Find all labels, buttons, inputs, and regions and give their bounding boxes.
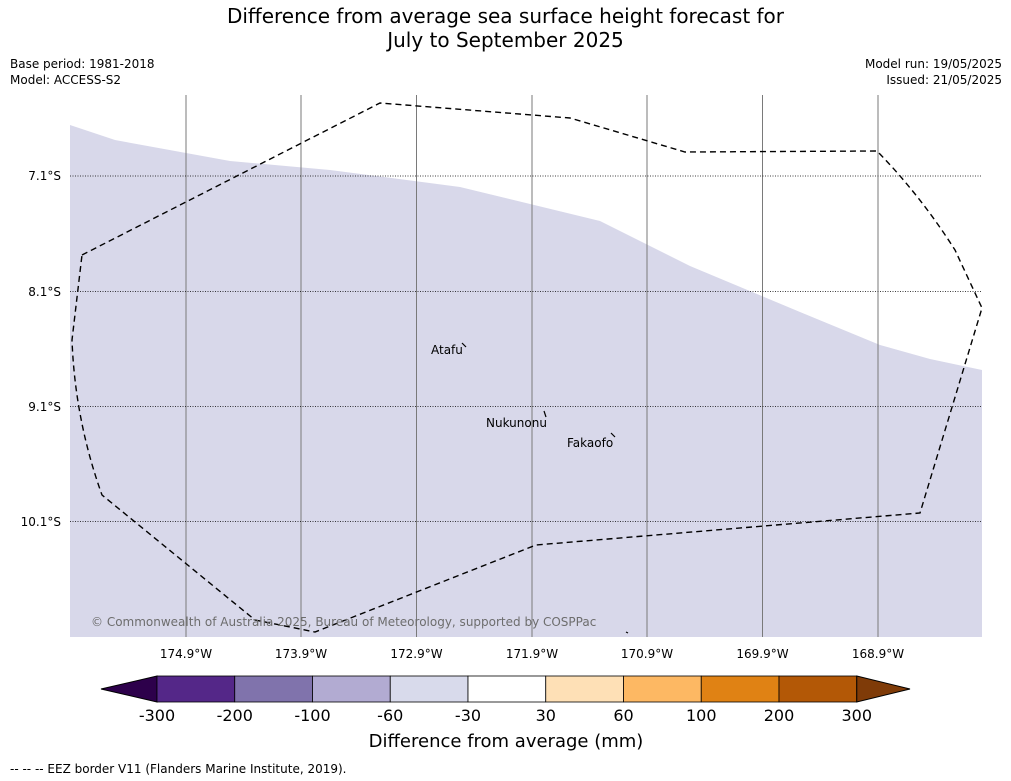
colorbar-tick: 300 (841, 706, 872, 725)
title-line-2: July to September 2025 (387, 28, 624, 52)
colorbar-segment (156, 675, 236, 703)
place-label-nukunonu: Nukunonu (486, 416, 547, 430)
colorbar-title: Difference from average (mm) (369, 731, 644, 752)
colorbar-segment (234, 675, 313, 703)
island-shape (610, 432, 616, 438)
model-name: Model: ACCESS-S2 (10, 73, 122, 87)
lon-label: 170.9°W (621, 647, 673, 661)
lon-label: 169.9°W (736, 647, 788, 661)
colorbar-tick: -30 (455, 706, 481, 725)
chart-title: Difference from average sea surface heig… (0, 4, 1011, 52)
lon-label: 171.9°W (506, 647, 558, 661)
title-line-1: Difference from average sea surface heig… (226, 4, 785, 28)
colorbar-tick: -200 (217, 706, 253, 725)
colorbar-segment (700, 675, 780, 703)
colorbar-extend-right (856, 675, 911, 703)
colorbar-tick: 200 (764, 706, 795, 725)
colorbar-tick: 60 (613, 706, 633, 725)
issued-date: Issued: 21/05/2025 (886, 73, 1002, 87)
eez-border (71, 102, 983, 633)
lon-label: 172.9°W (390, 647, 442, 661)
colorbar-segment (778, 675, 858, 703)
colorbar-segment (623, 675, 702, 703)
colorbar-segment (467, 675, 547, 703)
copyright-notice: © Commonwealth of Australia 2025, Bureau… (91, 615, 596, 629)
colorbar-tick: 30 (536, 706, 556, 725)
meta-right: Model run: 19/05/2025 Issued: 21/05/2025 (865, 56, 1002, 88)
lat-label: 8.1°S (28, 285, 61, 299)
colorbar-segment (545, 675, 624, 703)
island-shape (543, 410, 547, 418)
colorbar-segment (312, 675, 391, 703)
eez-footnote: -- -- -- EEZ border V11 (Flanders Marine… (10, 762, 347, 776)
lon-label: 174.9°W (160, 647, 212, 661)
base-period: Base period: 1981-2018 (10, 57, 155, 71)
lat-label: 9.1°S (28, 400, 61, 414)
colorbar-tick: -100 (294, 706, 330, 725)
lat-label: 7.1°S (28, 169, 61, 183)
islands (461, 342, 629, 634)
lat-label: 10.1°S (21, 515, 61, 529)
colorbar-tick: 100 (686, 706, 717, 725)
model-run: Model run: 19/05/2025 (864, 57, 1002, 71)
colorbar-extend-left (100, 675, 158, 703)
lon-label: 173.9°W (275, 647, 327, 661)
island-shape (461, 342, 467, 348)
ssh-anomaly-fill (70, 125, 982, 637)
island-shape (625, 631, 629, 634)
colorbar: -300 -200 -100 -60 -30 30 60 100 200 300… (100, 675, 911, 752)
colorbar-segment (389, 675, 469, 703)
meta-left: Base period: 1981-2018 Model: ACCESS-S2 (10, 56, 155, 88)
lon-label: 168.9°W (852, 647, 904, 661)
place-label-fakaofo: Fakaofo (567, 436, 613, 450)
colorbar-tick: -60 (377, 706, 403, 725)
latitude-gridlines (70, 175, 982, 522)
place-label-atafu: Atafu (431, 343, 463, 357)
colorbar-tick: -300 (139, 706, 175, 725)
